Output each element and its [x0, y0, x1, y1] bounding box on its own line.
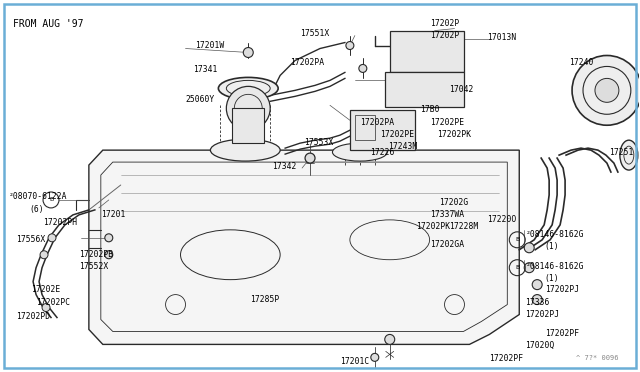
Text: 17202PA: 17202PA — [290, 58, 324, 67]
Circle shape — [371, 353, 379, 361]
Text: ^ 7?* 0096: ^ 7?* 0096 — [577, 355, 619, 361]
Text: 17551X: 17551X — [300, 29, 330, 38]
Text: 17202PB: 17202PB — [79, 250, 113, 259]
Ellipse shape — [211, 139, 280, 161]
Text: 17202PD: 17202PD — [16, 311, 51, 321]
Bar — [350, 110, 415, 150]
Text: ²08146-8162G: ²08146-8162G — [525, 230, 584, 239]
Text: 17202G: 17202G — [440, 198, 469, 207]
Text: 17202PF: 17202PF — [490, 355, 524, 363]
Text: 17201C: 17201C — [340, 357, 369, 366]
Circle shape — [385, 334, 395, 344]
Text: 17342: 17342 — [272, 162, 296, 171]
Text: (1): (1) — [544, 242, 559, 251]
Text: 17202PJ: 17202PJ — [545, 285, 579, 294]
Text: 17201: 17201 — [101, 210, 125, 219]
Text: 17042: 17042 — [449, 86, 474, 94]
Text: 17202PF: 17202PF — [545, 330, 579, 339]
Text: 17013N: 17013N — [488, 33, 516, 42]
Circle shape — [524, 263, 534, 273]
Text: 17251: 17251 — [609, 148, 634, 157]
Circle shape — [532, 280, 542, 290]
Text: 17337WA: 17337WA — [429, 210, 464, 219]
Text: 17202PK: 17202PK — [438, 130, 472, 139]
Text: 17336: 17336 — [525, 298, 550, 307]
Text: 17B0: 17B0 — [420, 105, 439, 114]
Text: 17202PK: 17202PK — [415, 222, 450, 231]
Polygon shape — [89, 150, 519, 344]
Text: 25060Y: 25060Y — [186, 95, 215, 104]
Text: 17240: 17240 — [569, 58, 593, 67]
Circle shape — [243, 48, 253, 58]
Circle shape — [305, 153, 315, 163]
Circle shape — [346, 42, 354, 49]
Ellipse shape — [620, 140, 638, 170]
Text: 17202P: 17202P — [429, 19, 459, 28]
Text: (1): (1) — [544, 274, 559, 283]
Circle shape — [572, 55, 640, 125]
Circle shape — [48, 234, 56, 242]
Bar — [232, 108, 264, 143]
Text: 17201W: 17201W — [195, 41, 225, 49]
Text: 17202PH: 17202PH — [43, 218, 77, 227]
Circle shape — [595, 78, 619, 102]
Text: 17202PE: 17202PE — [429, 118, 464, 127]
Text: 17202PJ: 17202PJ — [525, 310, 559, 318]
Text: ²08146-8162G: ²08146-8162G — [525, 262, 584, 271]
Text: 17202PE: 17202PE — [380, 130, 414, 139]
Text: 17202P: 17202P — [429, 31, 459, 39]
Text: 17202E: 17202E — [31, 285, 60, 294]
Ellipse shape — [218, 77, 278, 99]
Text: FROM AUG '97: FROM AUG '97 — [13, 19, 84, 29]
Text: 17228M: 17228M — [449, 222, 479, 231]
Text: 17202PA: 17202PA — [360, 118, 394, 127]
Circle shape — [524, 243, 534, 253]
Text: 17202PC: 17202PC — [36, 298, 70, 307]
Text: (6): (6) — [29, 205, 44, 214]
Text: 17220O: 17220O — [488, 215, 516, 224]
Circle shape — [42, 304, 50, 311]
Text: 17226: 17226 — [370, 148, 394, 157]
Text: ²08070-6122A: ²08070-6122A — [9, 192, 68, 201]
Bar — [355, 115, 375, 140]
Circle shape — [105, 251, 113, 259]
Text: 17553X: 17553X — [304, 138, 333, 147]
Circle shape — [359, 64, 367, 73]
Text: 17202GA: 17202GA — [429, 240, 464, 249]
Text: 17020Q: 17020Q — [525, 341, 554, 350]
Circle shape — [105, 234, 113, 242]
Text: 17556X: 17556X — [16, 235, 45, 244]
Circle shape — [532, 295, 542, 305]
Bar — [390, 31, 465, 73]
Text: B: B — [49, 198, 53, 202]
Text: 17243M: 17243M — [388, 142, 417, 151]
Text: 17552X: 17552X — [79, 262, 108, 271]
Text: B: B — [515, 265, 520, 270]
Text: 17285P: 17285P — [250, 295, 280, 304]
Text: 17341: 17341 — [193, 65, 218, 74]
Circle shape — [227, 86, 270, 130]
Ellipse shape — [332, 143, 387, 161]
Text: B: B — [515, 237, 520, 242]
Bar — [385, 73, 465, 107]
Circle shape — [40, 251, 48, 259]
